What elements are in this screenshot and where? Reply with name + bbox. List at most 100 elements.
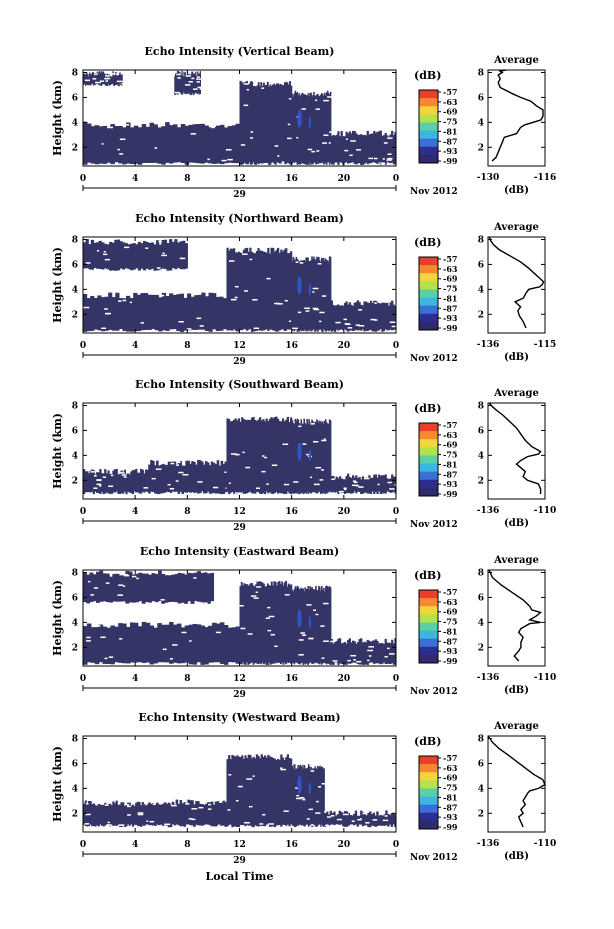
- echo-region-cell: [300, 587, 303, 663]
- echo-region-cell: [293, 424, 296, 494]
- echo-region-cell: [351, 815, 354, 825]
- echo-region-cell: [307, 586, 309, 665]
- echo-gap: [282, 443, 289, 446]
- echo-core: [297, 609, 302, 628]
- echo-region-cell: [163, 239, 168, 269]
- echo-gap: [315, 466, 322, 469]
- echo-region-cell: [385, 810, 388, 826]
- echo-region-cell: [127, 802, 130, 825]
- echo-region-cell: [220, 802, 224, 826]
- echo-region-cell: [360, 638, 363, 665]
- echo-region-cell: [229, 248, 232, 331]
- echo-gap: [368, 646, 374, 648]
- echo-region-cell: [256, 581, 259, 664]
- echo-region-cell: [326, 90, 329, 163]
- y-tick-label: 4: [72, 618, 78, 628]
- echo-region-cell: [347, 473, 350, 494]
- average-profile-line: [487, 735, 546, 828]
- echo-region-cell: [387, 642, 391, 664]
- echo-region-cell: [115, 800, 118, 826]
- echo-gap: [107, 126, 114, 129]
- echo-gap: [319, 320, 322, 323]
- echo-region-cell: [249, 420, 252, 492]
- echo-gap: [284, 299, 288, 302]
- echo-region-cell: [277, 83, 280, 163]
- echo-region-cell: [176, 294, 181, 331]
- echo-gap: [102, 253, 108, 256]
- y-tick-label: 2: [72, 476, 78, 486]
- echo-region-cell: [141, 621, 147, 664]
- echo-gap: [264, 456, 268, 459]
- echo-region-cell: [318, 766, 320, 825]
- echo-region-cell: [329, 256, 332, 331]
- echo-region-cell: [101, 72, 104, 85]
- echo-gap: [146, 820, 149, 822]
- echo-region-cell: [292, 591, 295, 664]
- avg-y-tick-label: 6: [478, 93, 484, 103]
- echo-gap: [252, 775, 255, 777]
- x-tick-label: 12: [233, 840, 246, 850]
- echo-gap: [306, 453, 310, 456]
- echo-region-cell: [127, 244, 131, 270]
- echo-gap: [170, 462, 175, 465]
- echo-region-cell: [297, 260, 300, 332]
- echo-region-cell: [135, 244, 139, 269]
- echo-region-cell: [179, 241, 183, 270]
- echo-region-cell: [307, 764, 310, 827]
- echo-region-cell: [306, 257, 308, 332]
- echo-region-cell: [302, 764, 304, 825]
- x-tick-label: 0: [393, 174, 399, 184]
- echo-gap: [302, 634, 307, 636]
- colorbar-tick-label: -99: [443, 489, 458, 499]
- echo-gap: [159, 269, 166, 271]
- echo-region-cell: [328, 586, 331, 665]
- echo-region-cell: [140, 293, 145, 331]
- echo-region-cell: [165, 624, 170, 663]
- echo-region-cell: [273, 83, 276, 164]
- echo-gap: [367, 649, 374, 652]
- echo-gap: [321, 782, 326, 785]
- echo-region-cell: [276, 758, 280, 826]
- colorbar-tick-label: -81: [443, 293, 457, 303]
- average-frame: [487, 402, 546, 500]
- echo-region-cell: [267, 247, 270, 332]
- echo-region-cell: [320, 590, 322, 663]
- x-tick-label: 4: [132, 341, 138, 351]
- panel-3: Echo Intensity (Southward Beam)2468Heigh…: [51, 378, 556, 533]
- echo-region-cell: [374, 300, 378, 332]
- echo-gap: [347, 659, 351, 662]
- echo-gap: [129, 301, 133, 304]
- echo-gap: [247, 633, 253, 635]
- echo-gap: [215, 662, 218, 664]
- echo-region-cell: [274, 85, 277, 165]
- echo-region-cell: [269, 84, 272, 165]
- echo-gap: [313, 308, 320, 311]
- echo-gap: [313, 483, 320, 486]
- echo-region-cell: [257, 581, 260, 665]
- colorbar-tick-label: -81: [443, 459, 457, 469]
- echo-region-cell: [251, 81, 254, 165]
- echo-region-cell: [148, 802, 151, 826]
- echo-gap: [104, 657, 108, 660]
- echo-region-cell: [204, 125, 209, 163]
- echo-gap: [323, 99, 329, 102]
- echo-region-cell: [316, 589, 318, 664]
- echo-gap: [103, 251, 106, 253]
- echo-region-cell: [89, 801, 92, 825]
- echo-region-cell: [229, 421, 232, 493]
- echo-gap: [320, 625, 325, 627]
- echo-region-cell: [180, 573, 185, 603]
- echo-gap: [218, 824, 221, 827]
- echo-region-cell: [289, 81, 291, 165]
- echo-region-cell: [329, 91, 332, 163]
- echo-region-cell: [244, 755, 247, 827]
- avg-y-tick-label: 8: [478, 401, 484, 411]
- echo-gap: [323, 602, 329, 605]
- echo-gap: [107, 821, 110, 824]
- echo-region-cell: [179, 800, 183, 827]
- echo-region-cell: [283, 582, 286, 663]
- echo-region-cell: [174, 239, 178, 270]
- echo-region-cell: [392, 476, 395, 492]
- echo-region-cell: [273, 251, 276, 331]
- echo-region-cell: [260, 581, 263, 665]
